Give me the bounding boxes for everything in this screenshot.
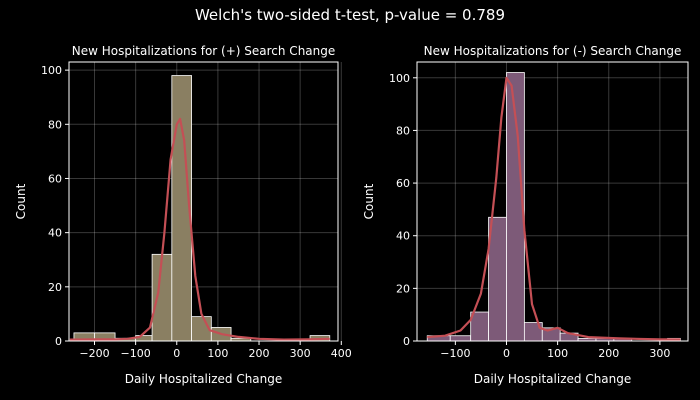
- chart2-y-tick-label: 60: [396, 177, 410, 190]
- chart1-kde-line: [69, 117, 330, 341]
- histogram-panel-negative: −100 0 100 200 300 0 20 40 60 80 100 New Hospitaliz…: [362, 44, 689, 386]
- chart1-y-tick-label: 20: [48, 281, 62, 294]
- chart2-y-axis-label: Count: [362, 183, 376, 219]
- chart1-x-tick-label: −200: [79, 347, 109, 360]
- chart2-histogram-bar: [449, 335, 472, 342]
- chart2-y-tick-label: 0: [403, 335, 410, 348]
- chart2-x-tick-label: 100: [547, 347, 568, 360]
- chart1-histogram-bar: [151, 253, 173, 342]
- chart2-y-tick-label: 80: [396, 124, 410, 137]
- chart1-x-tick-label: −100: [121, 347, 151, 360]
- chart2-y-tick-label: 100: [389, 72, 410, 85]
- chart1-y-tick-label: 100: [41, 64, 62, 77]
- chart2-x-tick-label: −100: [440, 347, 470, 360]
- chart1-y-axis-label: Count: [14, 183, 28, 219]
- chart1-x-axis-label: Daily Hospitalized Change: [125, 372, 283, 386]
- chart1-x-tick-label: 100: [207, 347, 228, 360]
- histogram-panel-positive: −200 −100 0 100 200 300 400 0 20 40 60 80 100 New Hos…: [14, 44, 352, 386]
- chart1-x-tick-label: 400: [331, 347, 352, 360]
- chart1-x-tick-label: 200: [249, 347, 270, 360]
- chart1-y-tick-label: 0: [55, 335, 62, 348]
- chart1-x-tick-label: 0: [173, 347, 180, 360]
- chart2-x-axis-label: Daily Hospitalized Change: [474, 372, 632, 386]
- chart2-x-tick-label: 0: [503, 347, 510, 360]
- chart2-kde-line: [427, 76, 681, 341]
- chart2-y-tick-label: 40: [396, 230, 410, 243]
- chart1-y-tick-label: 40: [48, 227, 62, 240]
- figure-suptitle: Welch's two-sided t-test, p-value = 0.78…: [195, 6, 505, 24]
- chart1-y-tick-label: 80: [48, 118, 62, 131]
- chart1-y-tick-label: 60: [48, 172, 62, 185]
- chart2-title: New Hospitalizations for (-) Search Chan…: [424, 44, 682, 58]
- chart2-x-tick-label: 300: [649, 347, 670, 360]
- chart2-histogram-bar: [488, 216, 507, 342]
- chart2-axes-frame: [416, 61, 689, 342]
- chart2-x-tick-label: 200: [598, 347, 619, 360]
- chart1-axes-frame: [68, 61, 339, 342]
- chart1-x-tick-label: 300: [290, 347, 311, 360]
- chart1-title: New Hospitalizations for (+) Search Chan…: [72, 44, 336, 58]
- chart2-y-tick-label: 20: [396, 282, 410, 295]
- chart2-histogram-bar: [470, 311, 489, 342]
